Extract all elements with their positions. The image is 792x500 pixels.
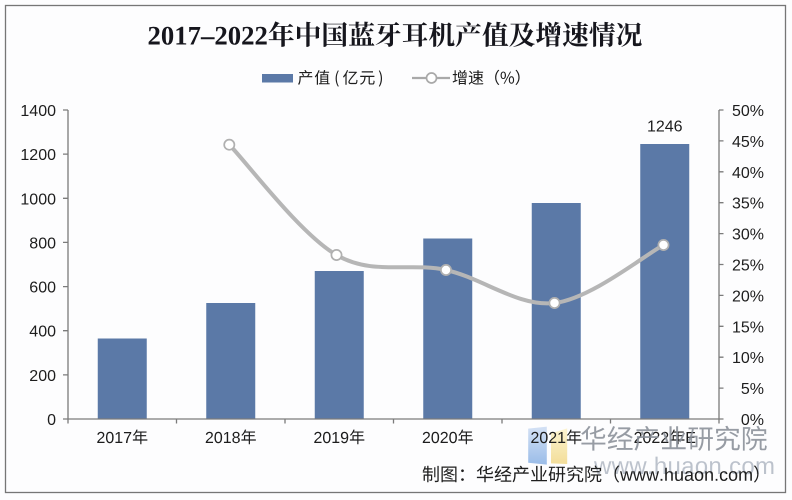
svg-text:15%: 15%	[732, 319, 764, 336]
svg-text:50%: 50%	[732, 103, 764, 120]
svg-text:5%: 5%	[741, 381, 764, 398]
svg-text:0: 0	[47, 412, 56, 429]
svg-text:1000: 1000	[20, 191, 56, 208]
svg-text:1400: 1400	[20, 103, 56, 120]
svg-text:800: 800	[29, 235, 56, 252]
svg-text:1200: 1200	[20, 147, 56, 164]
svg-text:45%: 45%	[732, 134, 764, 151]
svg-text:600: 600	[29, 280, 56, 297]
svg-text:25%: 25%	[732, 258, 764, 275]
svg-text:400: 400	[29, 324, 56, 341]
svg-text:0%: 0%	[741, 412, 764, 429]
svg-text:35%: 35%	[732, 196, 764, 213]
svg-text:200: 200	[29, 368, 56, 385]
svg-text:1246: 1246	[647, 119, 683, 136]
svg-text:30%: 30%	[732, 227, 764, 244]
svg-text:20%: 20%	[732, 288, 764, 305]
svg-text:10%: 10%	[732, 350, 764, 367]
svg-text:40%: 40%	[732, 165, 764, 182]
